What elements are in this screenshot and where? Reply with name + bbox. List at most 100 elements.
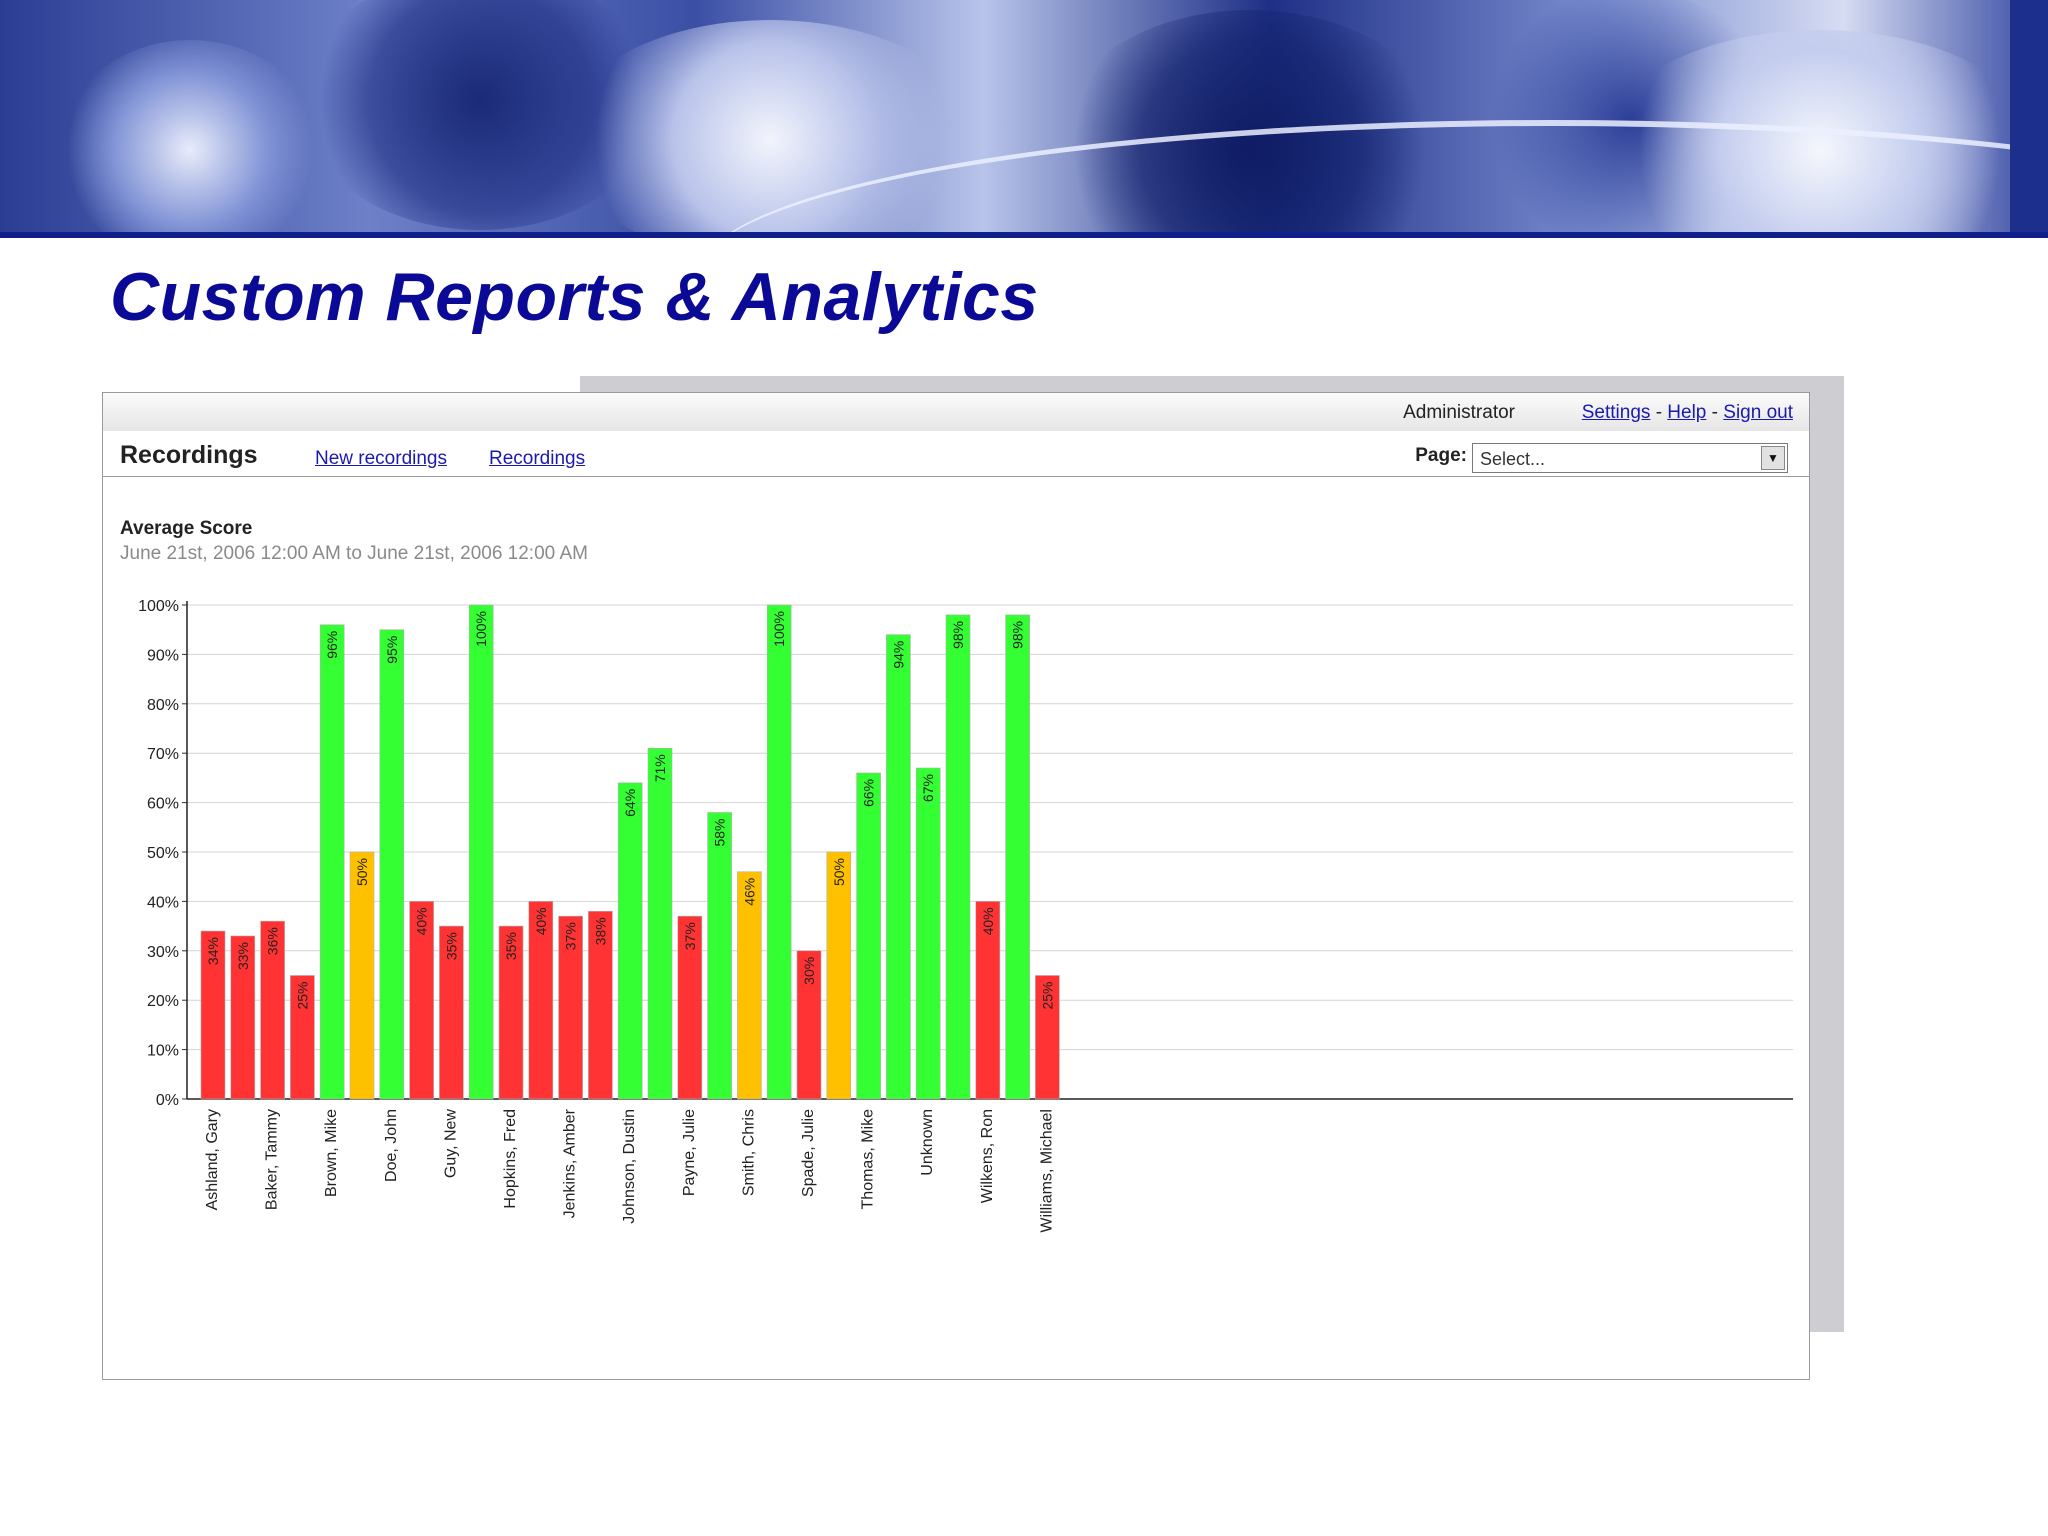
x-category-label: Johnson, Dustin [621, 1109, 638, 1224]
user-name: Administrator [1403, 402, 1515, 423]
y-tick-label: 30% [147, 944, 179, 961]
y-tick-label: 60% [147, 796, 179, 813]
x-category-label: Brown, Mike [323, 1109, 340, 1197]
bar-value-label: 100% [771, 611, 787, 647]
x-category-label: Hopkins, Fred [502, 1109, 519, 1209]
bar-value-label: 40% [980, 907, 996, 935]
chart-bar [737, 871, 762, 1100]
bar-value-label: 67% [920, 774, 936, 802]
x-category-label: Doe, John [383, 1109, 400, 1182]
app-window: Administrator Settings - Help - Sign out… [102, 392, 1810, 1380]
chart-bar [528, 901, 554, 1100]
bar-value-label: 98% [950, 621, 966, 649]
bar-value-label: 36% [265, 927, 281, 955]
chart-bar [707, 812, 732, 1100]
x-category-label: Thomas, Mike [860, 1109, 877, 1210]
bar-value-label: 33% [235, 942, 251, 970]
chevron-down-icon[interactable]: ▼ [1761, 446, 1785, 470]
y-tick-label: 20% [147, 993, 179, 1010]
sign-out-link[interactable]: Sign out [1723, 402, 1793, 423]
y-tick-label: 80% [147, 697, 179, 714]
bar-value-label: 66% [861, 779, 877, 807]
y-tick-label: 70% [147, 746, 179, 763]
chart-bar [796, 950, 822, 1100]
chart-bar [319, 624, 345, 1100]
y-tick-label: 10% [147, 1043, 179, 1060]
bar-value-label: 35% [443, 932, 459, 960]
bar-value-label: 46% [741, 878, 757, 906]
bar-value-label: 100% [473, 611, 489, 647]
bar-value-label: 38% [592, 917, 608, 945]
help-link[interactable]: Help [1667, 402, 1707, 423]
chart-bar [439, 925, 464, 1100]
bar-value-label: 98% [1010, 621, 1026, 649]
chart-bar [588, 910, 613, 1100]
x-category-label: Williams, Michael [1038, 1109, 1055, 1233]
y-tick-label: 90% [147, 647, 179, 664]
chart-bar [230, 935, 256, 1100]
bar-chart: 0% 10% 20% 30% 40% 50% 60% 70% 80% 90% 100% 34% 33% 3… [138, 598, 1793, 1233]
x-category-label: Baker, Tammy [264, 1109, 281, 1210]
bar-value-label: 58% [712, 818, 728, 846]
bar-value-label: 64% [622, 789, 638, 817]
chart-bar [200, 930, 226, 1100]
chart-bar [826, 851, 852, 1100]
chart-bar [766, 604, 792, 1100]
chart-bar [677, 915, 703, 1100]
bar-value-label: 71% [652, 754, 668, 782]
y-tick-label: 40% [147, 894, 179, 911]
bar-value-label: 25% [1039, 982, 1055, 1010]
page-title: Custom Reports & Analytics [110, 259, 1039, 335]
chart-bar [886, 634, 911, 1100]
bar-value-label: 50% [831, 858, 847, 886]
new-recordings-link[interactable]: New recordings [315, 448, 447, 469]
bar-value-label: 94% [890, 641, 906, 669]
chart-bar [290, 975, 315, 1100]
x-category-label: Guy, New [442, 1109, 459, 1179]
chart-bar [498, 925, 524, 1100]
chart-bar [975, 901, 1001, 1100]
link-separator: - [1655, 402, 1663, 423]
chart-bar [617, 782, 643, 1100]
bar-value-label: 34% [205, 937, 221, 965]
recordings-link[interactable]: Recordings [489, 448, 586, 469]
chart-bar [1035, 975, 1060, 1100]
x-category-label: Ashland, Gary [204, 1109, 221, 1210]
x-category-label: Smith, Chris [740, 1109, 757, 1196]
top-bar: Administrator Settings - Help - Sign out [103, 393, 1809, 431]
nav-bar: Recordings New recordings Recordings Pag… [103, 431, 1809, 477]
chart-bar [1005, 614, 1030, 1100]
bar-value-label: 95% [384, 636, 400, 664]
bar-value-label: 50% [354, 858, 370, 886]
settings-link[interactable]: Settings [1581, 402, 1651, 423]
bar-value-label: 40% [533, 907, 549, 935]
bar-value-label: 25% [294, 982, 310, 1010]
page-label: Page: [1415, 445, 1467, 466]
chart-bar [379, 629, 405, 1100]
chart-bar [915, 767, 941, 1100]
x-category-label: Payne, Julie [681, 1109, 698, 1196]
bar-value-label: 96% [324, 631, 340, 659]
section-title: Recordings [120, 441, 258, 469]
chart-bar [945, 614, 971, 1100]
x-category-label: Spade, Julie [800, 1109, 817, 1197]
bar-value-label: 37% [682, 922, 698, 950]
bar-value-label: 37% [563, 922, 579, 950]
y-tick-label: 50% [147, 845, 179, 862]
bar-value-label: 40% [414, 907, 430, 935]
chart-subtitle: June 21st, 2006 12:00 AM to June 21st, 2… [120, 543, 588, 564]
chart-bar [349, 851, 375, 1100]
x-category-label: Unknown [919, 1109, 936, 1176]
chart-title: Average Score [120, 518, 253, 539]
x-category-label: Jenkins, Amber [562, 1108, 579, 1218]
link-separator: - [1711, 402, 1718, 423]
chart-bar [647, 747, 673, 1100]
page-select-value: Select... [1480, 449, 1546, 469]
page-select[interactable]: Select... ▼ [1472, 443, 1788, 473]
header-links: Settings - Help - Sign out [1582, 402, 1793, 424]
chart-bar [260, 920, 285, 1100]
x-category-label: Wilkens, Ron [979, 1109, 996, 1203]
header-banner-image [0, 0, 2048, 238]
chart-bar [409, 901, 434, 1100]
y-tick-label: 100% [138, 598, 179, 615]
